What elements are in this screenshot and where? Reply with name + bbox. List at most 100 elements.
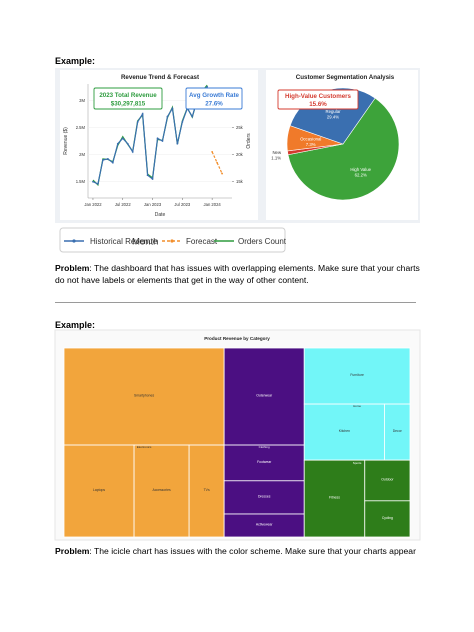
problem-body: : The dashboard that has issues with ove…	[55, 263, 420, 285]
treemap-cell-label: Accessories	[152, 488, 171, 492]
treemap-cell-label: TVs	[204, 488, 210, 492]
pie-value-label: 1.1%	[271, 155, 281, 160]
series-marker	[151, 178, 154, 180]
series-marker	[191, 115, 194, 118]
chart-title: Customer Segmentation Analysis	[296, 74, 395, 81]
problem-text: Problem: The dashboard that has issues w…	[55, 262, 420, 286]
treemap-cell	[364, 500, 411, 538]
treemap-category-label: Clothing	[259, 445, 270, 449]
legend-label: Orders Count	[238, 237, 287, 246]
treemap-cell	[384, 403, 411, 461]
treemap-cell	[63, 444, 135, 538]
treemap-cell-label: Footwear	[257, 460, 272, 464]
annotation-value: 27.6%	[205, 101, 223, 108]
treemap-cell-label: Decor	[393, 429, 403, 433]
annotation-title: Avg Growth Rate	[189, 92, 240, 99]
series-marker	[121, 137, 124, 140]
series-marker	[216, 161, 219, 164]
pie-label: Occasional	[300, 137, 321, 142]
series-marker	[106, 158, 109, 160]
series-marker	[221, 172, 223, 175]
treemap-cell-label: Cycling	[382, 516, 393, 520]
y2-axis-label: Orders	[246, 133, 252, 149]
y-tick-label: 1.5M	[76, 179, 86, 184]
x-axis-label: Date	[155, 212, 166, 218]
series-marker	[211, 150, 214, 153]
treemap-cell-label: Furniture	[350, 373, 364, 377]
treemap-category-label: Sports	[353, 461, 362, 465]
annotation-box	[93, 87, 163, 110]
legend-marker	[72, 239, 76, 243]
problem-body: : The icicle chart has issues with the c…	[89, 546, 416, 556]
x-tick-label: Jan 2022	[84, 202, 102, 207]
treemap-cell	[133, 444, 190, 538]
pie-value-label: 29.4%	[327, 115, 339, 120]
annotation-box	[277, 89, 359, 110]
pie-slice	[287, 97, 400, 201]
legend-marker	[170, 239, 174, 243]
pie-label: Regular	[325, 109, 341, 114]
series-marker	[171, 107, 174, 110]
y-axis-label: Revenue ($)	[63, 127, 69, 155]
treemap-cell	[223, 347, 305, 446]
heading: Example:	[55, 320, 96, 330]
annotation-value: 15.6%	[309, 101, 327, 108]
series-marker	[181, 121, 184, 123]
treemap-cell	[63, 347, 225, 446]
annotation-title: High-Value Customers	[285, 93, 352, 100]
divider	[55, 302, 416, 303]
heading: Example:	[55, 56, 96, 66]
treemap-cell-label: Outdoor	[381, 477, 394, 481]
series-marker	[146, 174, 149, 177]
y2-tick-label: 15k	[236, 179, 244, 184]
x-tick-label: Jan 2024	[204, 202, 222, 207]
legend-label: Forecast	[186, 237, 218, 246]
series-marker	[92, 180, 94, 183]
chart-title: Revenue Trend & Forecast	[121, 74, 199, 81]
series-line	[92, 86, 208, 185]
y2-tick-label: 25k	[236, 125, 244, 130]
pie-value-label: 62.2%	[355, 173, 367, 178]
annotation-value: $30,297,815	[111, 101, 146, 108]
x-tick-label: Jul 2023	[174, 202, 191, 207]
series-marker	[166, 115, 169, 118]
problem-label: Problem	[55, 546, 90, 556]
series-marker	[161, 140, 164, 142]
treemap-cell	[303, 347, 411, 405]
treemap-cell-label: Laptops	[93, 488, 105, 492]
treemap-category-label: Home	[353, 404, 361, 408]
y2-tick-label: 20k	[236, 152, 244, 157]
treemap-cell	[364, 459, 411, 502]
series-marker	[206, 85, 209, 88]
treemap-cell-label: Activewear	[256, 523, 273, 527]
treemap-cell	[303, 459, 366, 538]
annotation-title: 2023 Total Revenue	[99, 92, 157, 99]
treemap-cell-label: Kitchen	[339, 429, 350, 433]
treemap-cell	[223, 480, 305, 515]
x-tick-label: Jul 2022	[115, 202, 132, 207]
series-marker	[97, 182, 99, 185]
pie-label: New	[272, 150, 281, 155]
problem-label: Problem	[55, 263, 90, 273]
treemap-cell-label: Dresses	[258, 494, 271, 498]
pie-label: High Value	[350, 167, 371, 172]
chart-title: Product Revenue by Category	[204, 336, 270, 341]
pie-value-label: 7.3%	[306, 142, 316, 147]
series-marker	[176, 142, 179, 145]
problem-text: Problem: The icicle chart has issues wit…	[55, 545, 420, 557]
y-tick-label: 2.5M	[76, 125, 86, 130]
treemap-category-label: Electronics	[137, 445, 152, 449]
legend-overlap-text: Month	[132, 237, 158, 248]
treemap-cell-label: Smartphones	[134, 394, 154, 398]
treemap-cell-label: Outerwear	[256, 394, 273, 398]
y-tick-label: 2M	[79, 152, 85, 157]
series-marker	[131, 150, 134, 153]
series-marker	[116, 142, 119, 145]
annotation-box	[185, 87, 243, 110]
treemap-cell	[188, 444, 225, 538]
series-marker	[126, 142, 129, 145]
series-marker	[136, 121, 139, 123]
x-tick-label: Jan 2023	[144, 202, 162, 207]
